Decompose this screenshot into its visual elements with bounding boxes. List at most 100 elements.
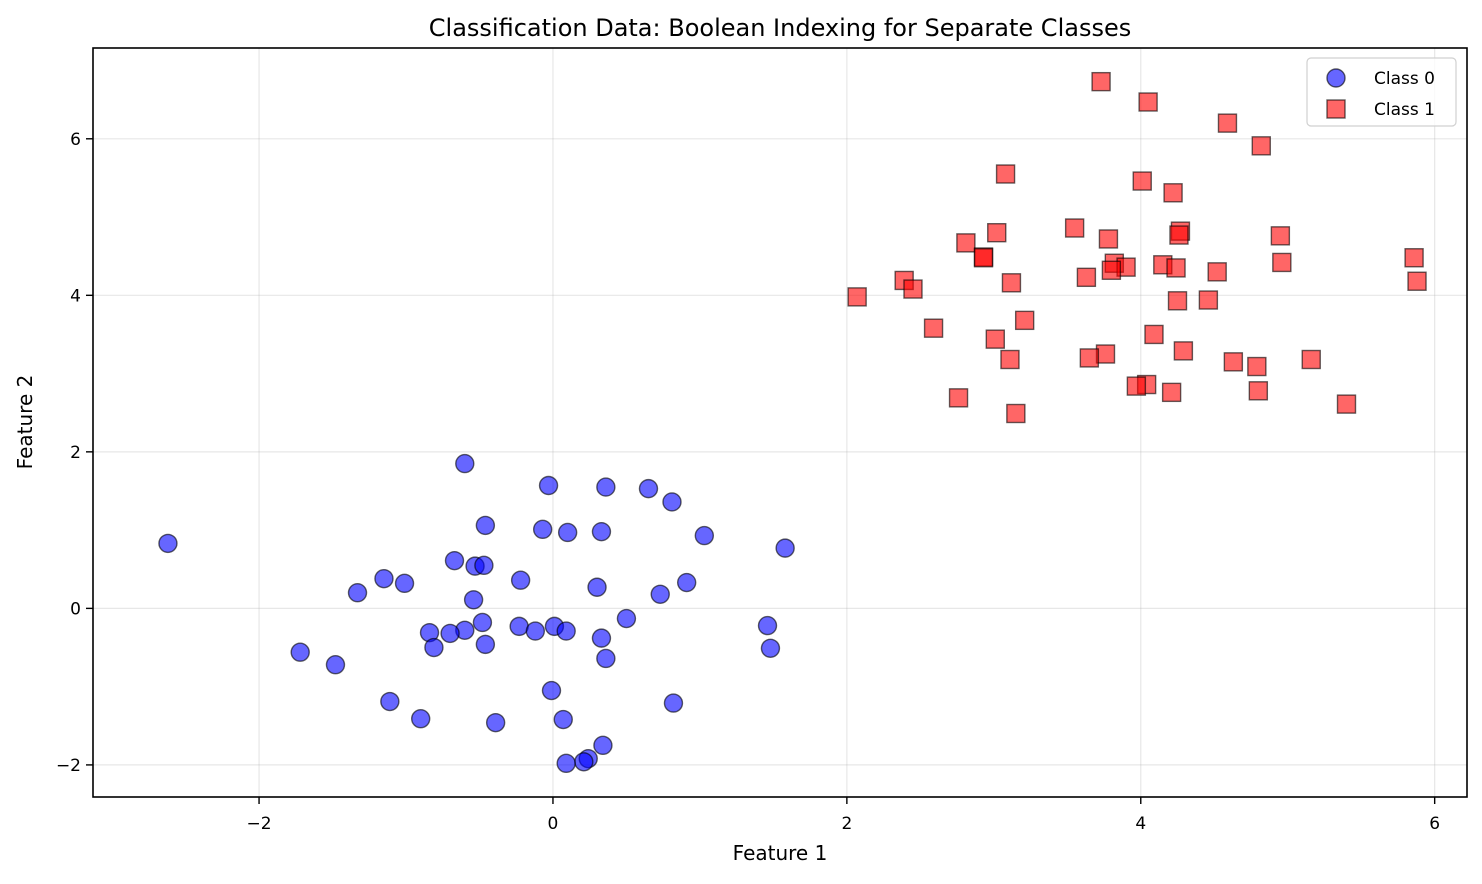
class-1-point <box>1098 229 1119 249</box>
legend: Class 0 Class 1 <box>1306 57 1457 127</box>
class-1-point <box>1247 356 1267 377</box>
class-0-point <box>587 577 607 597</box>
class-1-point <box>1270 226 1291 246</box>
class-0-point <box>591 521 612 542</box>
class-0-point <box>325 655 346 675</box>
class-0-point <box>525 621 546 641</box>
y-axis-ticks: −2 0 2 4 6 <box>56 130 93 776</box>
y-axis-label: Feature 2 <box>13 375 37 470</box>
x-axis-label: Feature 1 <box>733 841 828 865</box>
class-1-point <box>995 164 1016 184</box>
chart-title: Classification Data: Boolean Indexing fo… <box>429 14 1131 42</box>
class-1-point <box>1163 183 1183 203</box>
class-0-point <box>510 570 531 590</box>
class-1-point <box>987 223 1007 243</box>
class-1-point <box>1404 248 1424 268</box>
class-0-point <box>775 538 795 558</box>
circle-marker-icon <box>1326 68 1346 88</box>
class-1-point <box>1336 394 1357 414</box>
class-0-point <box>463 590 484 610</box>
class-0-point <box>574 752 594 772</box>
class-0-point <box>662 492 682 512</box>
class-0-point <box>472 612 493 633</box>
class-0-point <box>757 615 778 636</box>
x-tick-label: 2 <box>841 814 852 834</box>
class-1-point <box>1223 352 1244 372</box>
x-tick-label: 0 <box>548 814 559 834</box>
class-1-point <box>1407 271 1427 291</box>
class-0-point <box>424 637 444 658</box>
class-0-point <box>444 550 465 571</box>
class-1-point <box>1132 171 1152 191</box>
class-1-point <box>956 233 976 253</box>
class-0-point <box>394 573 415 594</box>
class-0-point <box>638 478 659 499</box>
class-0-point <box>347 583 368 603</box>
class-1-point <box>1079 348 1100 368</box>
class-1-point <box>1144 324 1164 345</box>
class-1-point <box>1126 376 1147 396</box>
class-1-point <box>923 318 944 338</box>
class-0-point <box>532 519 553 540</box>
grid-lines <box>93 48 1467 797</box>
class-1-point <box>1095 344 1116 364</box>
class-0-point <box>553 709 573 730</box>
class-1-point <box>1217 113 1238 133</box>
class-0-point <box>440 623 460 644</box>
legend-label-class-1: Class 1 <box>1374 100 1435 120</box>
class-0-point <box>509 616 529 637</box>
class-0-point <box>663 693 684 713</box>
class-1-point <box>1014 310 1035 331</box>
class-1-point <box>1091 71 1111 92</box>
plot-frame <box>92 47 1468 798</box>
x-axis-ticks: −2 0 2 4 6 <box>247 797 1440 834</box>
class-0-point <box>374 568 394 589</box>
class-0-point <box>557 522 578 543</box>
class-1-point <box>1001 273 1022 293</box>
class-1-point <box>847 287 867 307</box>
class-1-point <box>1006 403 1026 424</box>
class-0-point <box>676 572 697 593</box>
class-1-point <box>1173 341 1194 361</box>
square-marker-icon <box>1326 99 1346 119</box>
class-1-point <box>1251 136 1271 156</box>
class-1-point <box>1198 290 1219 310</box>
class-1-point <box>948 388 969 408</box>
x-tick-label: 4 <box>1135 814 1146 834</box>
x-tick-label: −2 <box>247 814 272 834</box>
class-1-point <box>1169 225 1189 245</box>
class-0-point <box>380 691 400 712</box>
y-tick-label: 6 <box>70 130 81 150</box>
class-0-point <box>158 533 178 554</box>
class-1-point <box>1301 349 1321 370</box>
y-tick-label: −2 <box>56 756 81 776</box>
legend-label-class-0: Class 0 <box>1374 69 1435 89</box>
class-1-point <box>1101 260 1122 280</box>
class-0-point <box>650 584 670 604</box>
class-0-point <box>694 525 715 546</box>
class-0-point <box>591 628 612 648</box>
class-0-point <box>616 608 637 629</box>
class-1-point <box>1272 252 1292 273</box>
class-0-point <box>411 709 431 729</box>
class-0-point <box>290 642 310 662</box>
class-0-point <box>475 515 496 536</box>
class-1-point <box>1076 267 1097 288</box>
class-0-point <box>538 475 559 496</box>
class-1-point <box>1161 382 1182 403</box>
class-1-point <box>1207 262 1227 282</box>
y-tick-label: 0 <box>70 599 81 619</box>
class-0-point <box>541 680 562 701</box>
data-points <box>158 71 1427 774</box>
class-0-point <box>556 621 576 641</box>
class-1-point <box>1166 258 1186 278</box>
class-1-point <box>1000 349 1020 370</box>
class-1-point <box>1064 218 1085 238</box>
class-0-point <box>556 753 576 774</box>
y-tick-label: 4 <box>70 286 81 306</box>
class-0-point <box>474 555 494 576</box>
class-1-point <box>973 248 994 268</box>
class-0-point <box>596 477 616 497</box>
